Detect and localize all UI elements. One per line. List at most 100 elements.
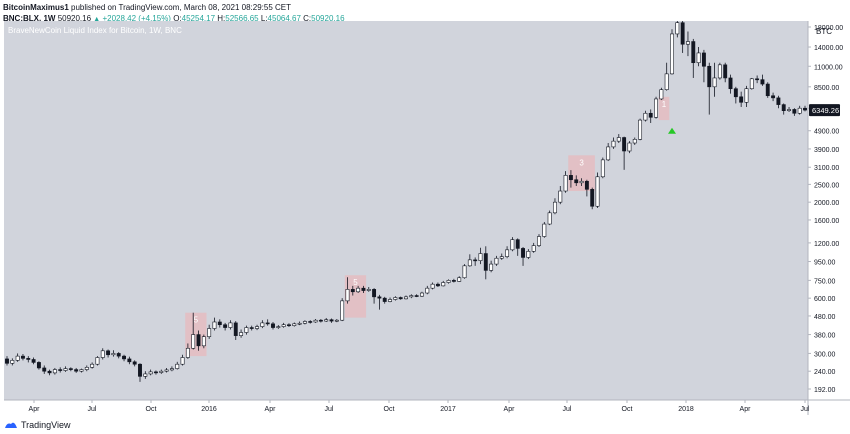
tradingview-logo-icon[interactable] bbox=[4, 420, 18, 430]
plot-area[interactable] bbox=[4, 21, 808, 400]
candle[interactable] bbox=[382, 296, 387, 304]
candle[interactable] bbox=[776, 95, 781, 109]
candle[interactable] bbox=[318, 318, 323, 323]
candle[interactable] bbox=[361, 285, 366, 294]
candle[interactable] bbox=[84, 365, 89, 372]
candle[interactable] bbox=[191, 312, 196, 350]
candle[interactable] bbox=[686, 31, 690, 57]
candle[interactable] bbox=[494, 255, 499, 266]
candle[interactable] bbox=[723, 62, 728, 83]
candle[interactable] bbox=[281, 322, 286, 328]
candle[interactable] bbox=[430, 282, 435, 290]
candle[interactable] bbox=[420, 291, 424, 297]
candle[interactable] bbox=[138, 363, 142, 382]
candle[interactable] bbox=[63, 366, 68, 372]
candle[interactable] bbox=[627, 141, 632, 154]
candle[interactable] bbox=[638, 118, 643, 141]
candle[interactable] bbox=[515, 238, 520, 256]
candle[interactable] bbox=[600, 157, 605, 179]
candle[interactable] bbox=[175, 361, 180, 370]
candle[interactable] bbox=[21, 353, 25, 361]
candle[interactable] bbox=[707, 62, 712, 115]
candle[interactable] bbox=[180, 354, 185, 366]
candle[interactable] bbox=[271, 321, 275, 330]
candle[interactable] bbox=[462, 264, 467, 279]
candle[interactable] bbox=[5, 356, 9, 366]
candle[interactable] bbox=[803, 105, 807, 112]
candle[interactable] bbox=[451, 278, 456, 283]
candle[interactable] bbox=[111, 350, 116, 357]
candle[interactable] bbox=[116, 352, 121, 359]
candle[interactable] bbox=[196, 330, 201, 351]
candle[interactable] bbox=[58, 367, 63, 373]
candle[interactable] bbox=[249, 325, 254, 331]
candle[interactable] bbox=[712, 62, 717, 97]
candle[interactable] bbox=[74, 367, 79, 373]
candle[interactable] bbox=[675, 21, 680, 38]
symbol-label[interactable]: BNC:BLX, 1W bbox=[3, 14, 56, 23]
candle[interactable] bbox=[127, 356, 132, 365]
candle[interactable] bbox=[553, 198, 557, 215]
candle[interactable] bbox=[409, 294, 414, 299]
candle[interactable] bbox=[393, 296, 398, 301]
candle[interactable] bbox=[733, 86, 738, 104]
candle[interactable] bbox=[771, 92, 776, 102]
candle[interactable] bbox=[324, 317, 329, 322]
candle[interactable] bbox=[749, 77, 754, 90]
candle[interactable] bbox=[728, 74, 733, 94]
candle[interactable] bbox=[297, 321, 302, 326]
candle[interactable] bbox=[10, 358, 15, 366]
candle[interactable] bbox=[446, 279, 451, 284]
candle[interactable] bbox=[340, 298, 345, 322]
candle[interactable] bbox=[228, 320, 233, 330]
candle[interactable] bbox=[574, 175, 579, 186]
candle[interactable] bbox=[239, 329, 244, 338]
candle[interactable] bbox=[781, 103, 786, 115]
candle[interactable] bbox=[260, 320, 265, 329]
candle[interactable] bbox=[345, 277, 350, 304]
candle[interactable] bbox=[568, 170, 573, 188]
candle[interactable] bbox=[648, 109, 653, 123]
candle[interactable] bbox=[590, 187, 595, 210]
candle[interactable] bbox=[755, 75, 760, 84]
candle[interactable] bbox=[542, 221, 547, 238]
candle[interactable] bbox=[132, 360, 137, 367]
candle[interactable] bbox=[659, 87, 664, 101]
candlestick-chart[interactable]: BraveNewCoin Liquid Index for Bitcoin, 1… bbox=[0, 21, 850, 415]
candle[interactable] bbox=[47, 369, 52, 376]
candle[interactable] bbox=[760, 74, 765, 86]
candle[interactable] bbox=[537, 234, 541, 247]
candle[interactable] bbox=[606, 143, 611, 162]
candle[interactable] bbox=[643, 110, 648, 122]
candle[interactable] bbox=[106, 349, 111, 358]
candle[interactable] bbox=[558, 185, 563, 205]
candle[interactable] bbox=[425, 285, 430, 295]
candle[interactable] bbox=[701, 49, 706, 83]
candle[interactable] bbox=[632, 137, 637, 145]
candle[interactable] bbox=[79, 368, 84, 373]
candle[interactable] bbox=[680, 21, 685, 53]
candle[interactable] bbox=[717, 62, 722, 80]
candle[interactable] bbox=[207, 324, 212, 339]
candle[interactable] bbox=[579, 178, 584, 186]
candle[interactable] bbox=[313, 318, 318, 323]
candle[interactable] bbox=[739, 91, 744, 107]
candle[interactable] bbox=[398, 296, 403, 300]
candle[interactable] bbox=[308, 320, 313, 324]
candle[interactable] bbox=[265, 319, 270, 326]
candle[interactable] bbox=[611, 137, 616, 149]
candle[interactable] bbox=[15, 353, 20, 362]
candle[interactable] bbox=[244, 325, 249, 335]
candle[interactable] bbox=[302, 320, 307, 325]
candle[interactable] bbox=[787, 106, 791, 112]
candle[interactable] bbox=[526, 249, 531, 260]
candle[interactable] bbox=[563, 171, 568, 193]
candle[interactable] bbox=[164, 367, 169, 373]
candle[interactable] bbox=[212, 317, 217, 331]
candle[interactable] bbox=[499, 253, 504, 260]
candle[interactable] bbox=[169, 366, 174, 372]
candle[interactable] bbox=[100, 348, 105, 360]
candle[interactable] bbox=[31, 357, 36, 365]
candle[interactable] bbox=[122, 354, 126, 362]
candle[interactable] bbox=[457, 276, 462, 282]
